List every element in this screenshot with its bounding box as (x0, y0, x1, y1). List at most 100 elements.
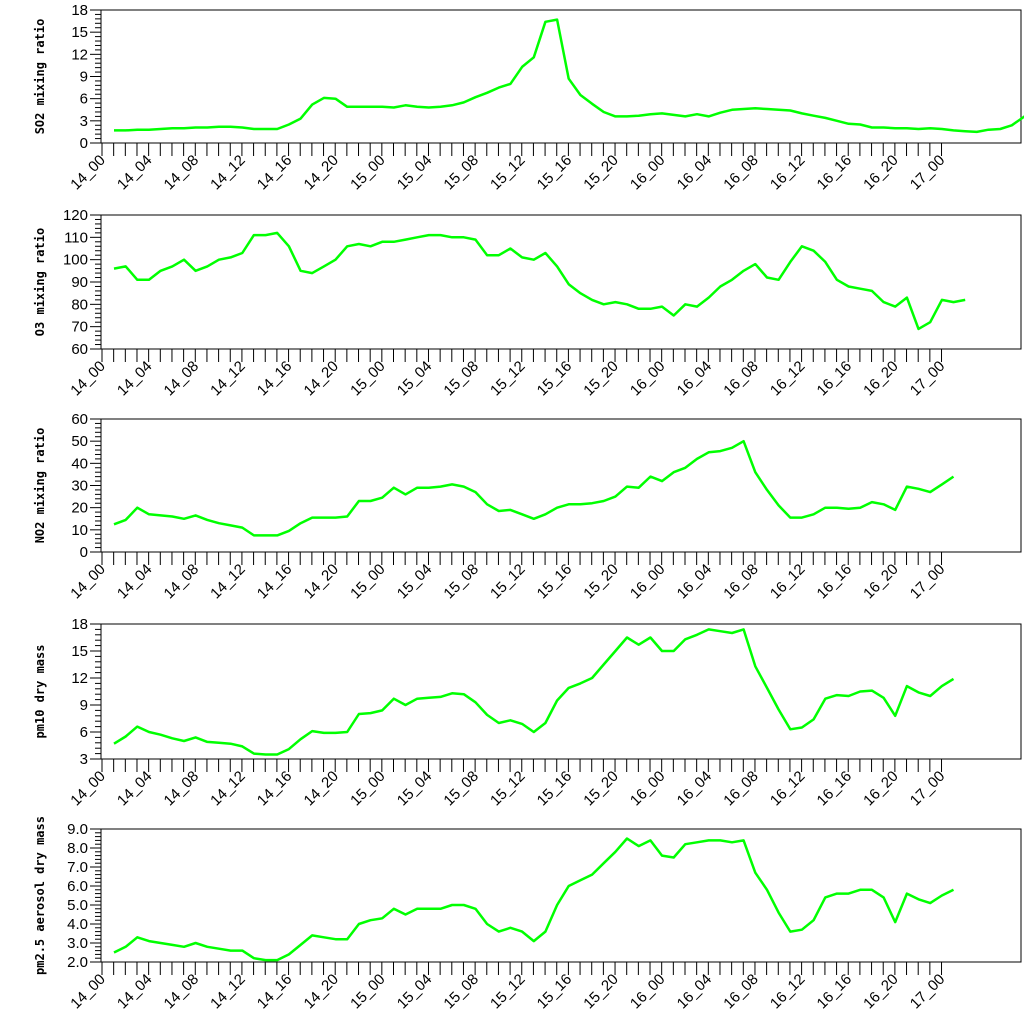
pm10-x-tick-label: 15_20 (580, 768, 622, 810)
o3-x-tick-label: 14_16 (254, 358, 296, 400)
o3-x-tick-label: 15_00 (347, 358, 389, 400)
o3-x-tick-label: 15_16 (534, 358, 576, 400)
pm10-y-tick-label: 12 (71, 670, 88, 687)
o3-x-tick-label: 16_08 (720, 358, 762, 400)
pm10-x-tick-label: 15_16 (534, 768, 576, 810)
o3-y-tick-label: 90 (71, 274, 88, 291)
so2-y-tick-label: 0 (80, 135, 88, 152)
so2-x-tick-label: 15_20 (580, 152, 622, 194)
o3-y-tick-label: 80 (71, 296, 88, 313)
so2-y-tick-label: 15 (71, 24, 88, 41)
no2-x-tick-label: 15_08 (440, 561, 482, 603)
so2-y-tick-label: 9 (80, 69, 88, 86)
pm25-x-tick-label: 15_12 (487, 971, 529, 1013)
no2-y-axis-label: NO2 mixing ratio (33, 428, 47, 544)
so2-x-tick-label: 16_12 (767, 152, 809, 194)
so2-x-tick-label: 15_00 (347, 152, 389, 194)
so2-x-tick-label: 15_04 (394, 152, 436, 194)
pm25-x-tick-label: 15_20 (580, 971, 622, 1013)
o3-series-line (113, 231, 966, 331)
pm25-x-tick-label: 14_08 (161, 971, 203, 1013)
pm10-x-tick-label: 15_04 (394, 768, 436, 810)
no2-x-tick-label: 16_20 (860, 561, 902, 603)
pm25-series-line (113, 837, 955, 962)
pm25-y-tick-label: 3.0 (67, 935, 88, 952)
so2-x-tick-label: 14_00 (67, 152, 109, 194)
no2-x-tick-label: 17_00 (907, 561, 949, 603)
no2-x-tick-label: 14_00 (67, 561, 109, 603)
pm10-x-tick-label: 16_00 (627, 768, 669, 810)
pm10-x-tick-label: 14_08 (161, 768, 203, 810)
no2-series-line (113, 439, 955, 537)
pm10-x-tick-label: 14_16 (254, 768, 296, 810)
pm10-x-tick-label: 14_20 (301, 768, 343, 810)
pm25-x-tick-label: 14_04 (114, 971, 156, 1013)
so2-x-tick-label: 16_00 (627, 152, 669, 194)
pm10-x-tick-label: 16_08 (720, 768, 762, 810)
pm10-y-axis-label: pm10 dry mass (33, 645, 47, 739)
pm25-x-tick-label: 15_04 (394, 971, 436, 1013)
no2-y-tick-label: 30 (71, 478, 88, 495)
pm10-y-tick-label: 15 (71, 643, 88, 660)
pm25-x-tick-label: 16_16 (814, 971, 856, 1013)
o3-x-tick-label: 14_20 (301, 358, 343, 400)
so2-x-tick-label: 16_08 (720, 152, 762, 194)
pm10-series-line (113, 628, 955, 756)
so2-x-tick-label: 14_16 (254, 152, 296, 194)
pm25-x-tick-label: 15_00 (347, 971, 389, 1013)
so2-x-tick-label: 14_20 (301, 152, 343, 194)
o3-x-tick-label: 14_12 (207, 358, 249, 400)
no2-x-tick-label: 14_16 (254, 561, 296, 603)
pm10-x-tick-label: 15_00 (347, 768, 389, 810)
o3-x-tick-label: 16_20 (860, 358, 902, 400)
o3-x-tick-label: 16_12 (767, 358, 809, 400)
pm10-x-tick-label: 14_04 (114, 768, 156, 810)
o3-x-tick-label: 15_12 (487, 358, 529, 400)
o3-x-tick-label: 14_04 (114, 358, 156, 400)
o3-plot-frame (100, 214, 1022, 350)
pm10-x-tick-label: 17_00 (907, 768, 949, 810)
pm25-x-tick-label: 16_04 (674, 971, 716, 1013)
so2-x-tick-label: 17_00 (907, 152, 949, 194)
so2-x-tick-label: 16_16 (814, 152, 856, 194)
pm10-plot-frame (100, 623, 1022, 760)
no2-x-tick-label: 15_12 (487, 561, 529, 603)
so2-x-tick-label: 14_12 (207, 152, 249, 194)
pm25-x-tick-label: 16_08 (720, 971, 762, 1013)
o3-x-tick-label: 16_16 (814, 358, 856, 400)
o3-y-tick-label: 100 (63, 252, 88, 269)
no2-x-tick-label: 16_00 (627, 561, 669, 603)
pm25-x-tick-label: 16_00 (627, 971, 669, 1013)
o3-x-tick-label: 16_04 (674, 358, 716, 400)
pm10-x-tick-label: 16_04 (674, 768, 716, 810)
pm25-x-tick-label: 17_00 (907, 971, 949, 1013)
pm25-chart-panel: 2.0 3.0 4.0 5.0 6.0 7.0 8.0 9.0 pm2.5 aerosol dr… (33, 816, 1022, 1013)
pm10-y-tick-label: 3 (80, 751, 88, 768)
pm25-plot-frame (100, 828, 1022, 963)
no2-y-tick-label: 40 (71, 455, 88, 472)
pm25-x-tick-label: 15_08 (440, 971, 482, 1013)
no2-x-tick-label: 15_00 (347, 561, 389, 603)
so2-x-tick-label: 15_12 (487, 152, 529, 194)
so2-x-tick-label: 14_08 (161, 152, 203, 194)
no2-x-tick-label: 16_12 (767, 561, 809, 603)
no2-y-tick-label: 50 (71, 433, 88, 450)
no2-plot-frame (100, 418, 1022, 553)
no2-y-tick-label: 20 (71, 500, 88, 517)
no2-y-tick-label: 0 (80, 544, 88, 561)
pm25-y-tick-label: 9.0 (67, 821, 88, 838)
so2-y-tick-label: 18 (71, 2, 88, 19)
o3-y-tick-label: 70 (71, 319, 88, 336)
so2-x-tick-label: 15_08 (440, 152, 482, 194)
no2-y-tick-label: 60 (71, 411, 88, 428)
pm10-y-tick-label: 9 (80, 697, 88, 714)
so2-y-axis-label: SO2 mixing ratio (33, 19, 47, 135)
no2-x-tick-label: 15_20 (580, 561, 622, 603)
no2-y-tick-label: 10 (71, 522, 88, 539)
o3-y-axis-label: O3 mixing ratio (33, 228, 47, 336)
pm10-x-tick-label: 15_08 (440, 768, 482, 810)
